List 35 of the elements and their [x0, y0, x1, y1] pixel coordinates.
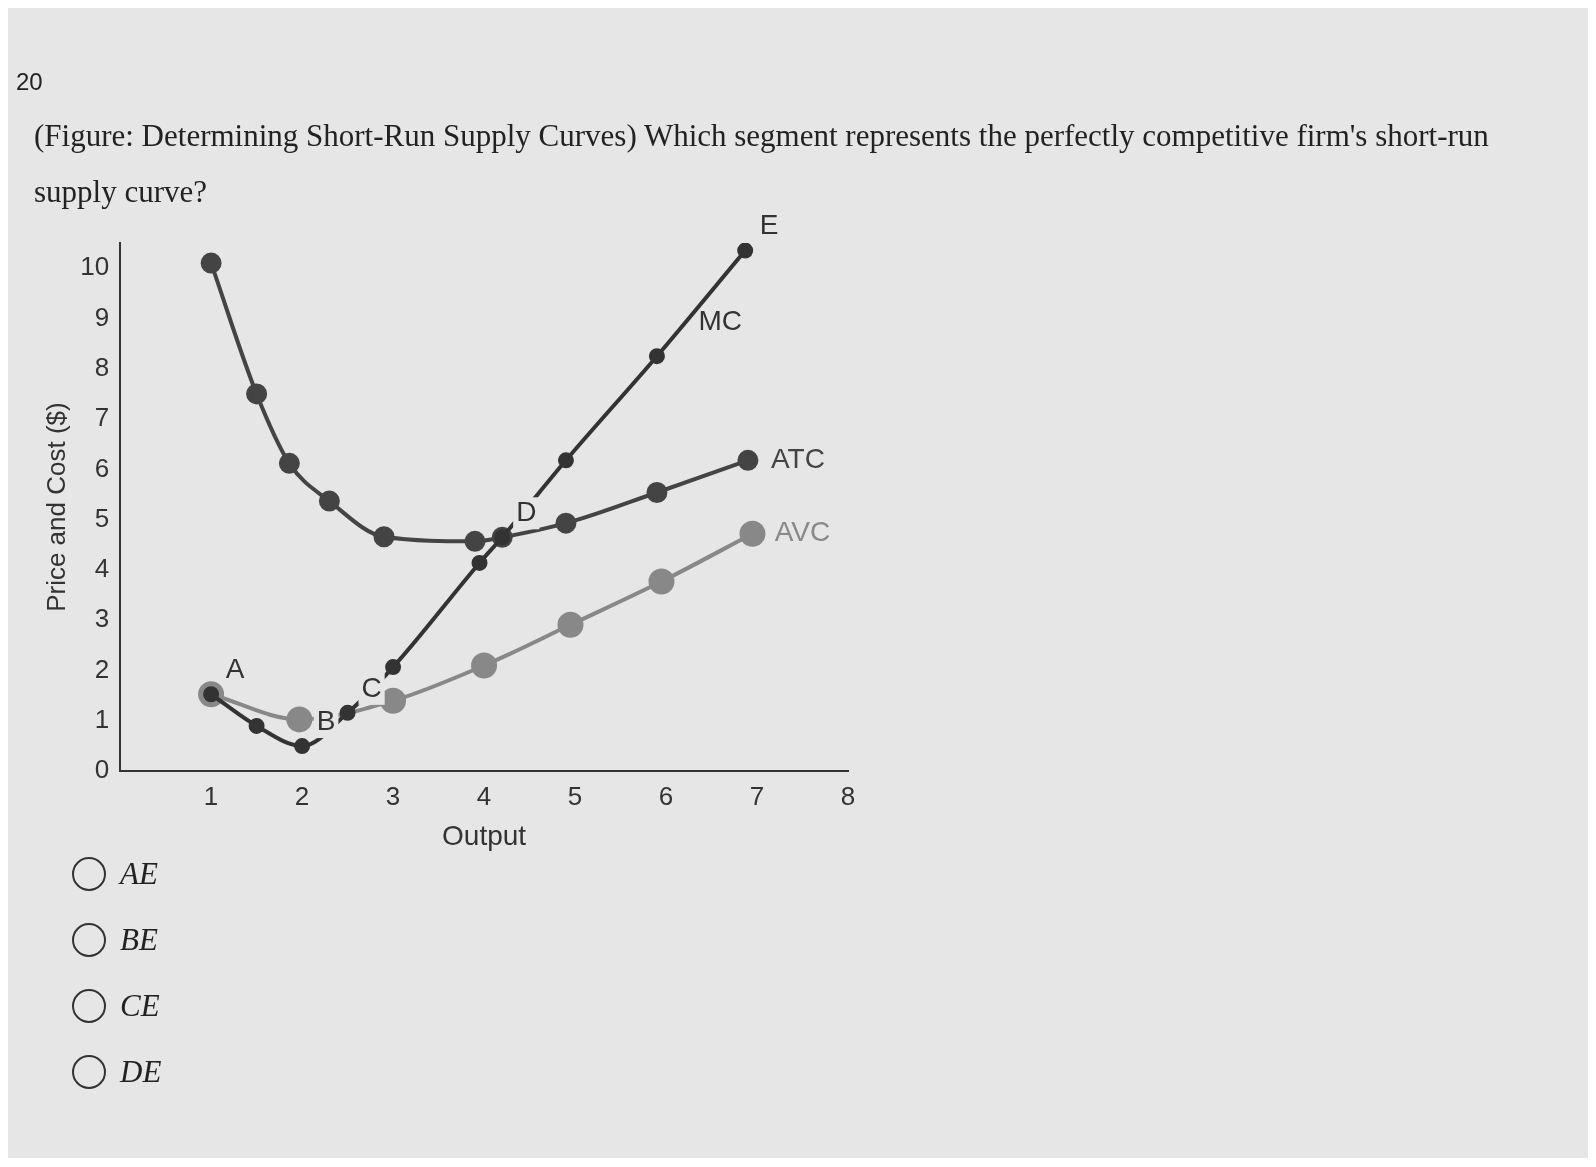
series-label: MC — [698, 305, 742, 337]
y-tick-label: 0 — [94, 754, 110, 785]
chart-title: (Figure: Determining Short-Run Supply Curves) Which segment represents the perfectly competitive firm's short-run supply curve? — [34, 118, 1489, 209]
x-tick-label: 7 — [749, 780, 765, 811]
y-tick-label: 6 — [94, 452, 110, 483]
y-tick-label: 1 — [94, 704, 110, 735]
text: CE — [120, 988, 160, 1024]
x-tick-label: 3 — [385, 780, 401, 811]
y-tick-label: 10 — [80, 251, 110, 282]
x-tick-label: 5 — [567, 780, 583, 811]
x-axis-title: Output — [442, 819, 527, 851]
text: 20 — [16, 68, 43, 96]
text: BE — [120, 922, 158, 958]
y-tick-label: 4 — [94, 553, 110, 584]
y-axis-title: Price and Cost ($) — [40, 402, 71, 612]
x-tick-label: 8 — [840, 780, 856, 811]
y-tick-label: 5 — [94, 502, 110, 533]
annotation: C — [361, 671, 382, 703]
text: DE — [120, 1054, 162, 1090]
x-tick-label: 4 — [476, 780, 492, 811]
y-tick-label: 8 — [94, 351, 110, 382]
annotation: D — [516, 496, 537, 527]
y-tick-label: 3 — [94, 603, 110, 634]
series-label: ATC — [770, 443, 825, 475]
annotation: B — [316, 704, 336, 736]
annotation: A — [225, 652, 245, 684]
y-tick-label: 7 — [94, 402, 110, 433]
y-tick-label: 9 — [94, 301, 110, 332]
y-tick-label: 2 — [94, 653, 110, 684]
x-tick-label: 1 — [203, 780, 219, 811]
text: AE — [120, 856, 158, 892]
x-tick-label: 2 — [294, 780, 310, 811]
x-tick-label: 6 — [658, 780, 674, 811]
series-label: AVC — [774, 516, 831, 548]
annotation: E — [759, 209, 779, 241]
